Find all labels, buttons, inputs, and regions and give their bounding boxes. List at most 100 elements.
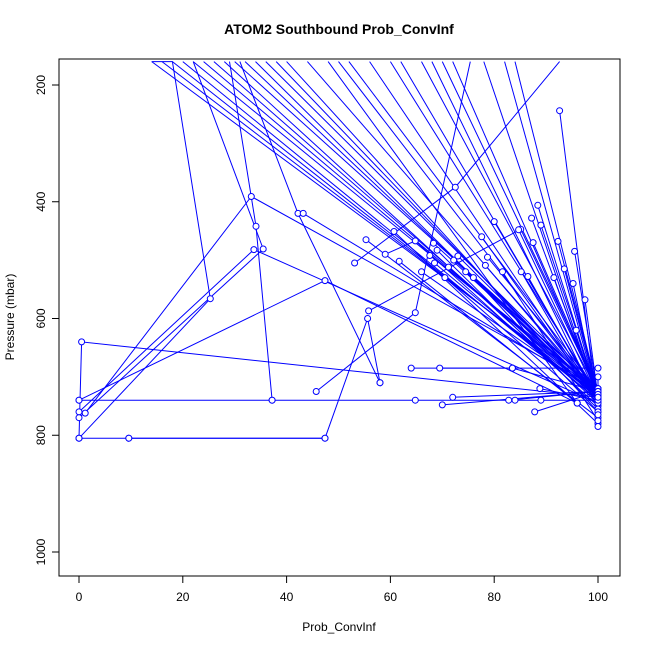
data-point [76, 409, 82, 415]
x-tick-label: 60 [384, 590, 398, 604]
data-point [437, 365, 443, 371]
profile-line-segment [442, 62, 598, 389]
data-point [452, 184, 458, 190]
data-point [525, 274, 531, 280]
data-point [439, 402, 445, 408]
data-point [573, 327, 579, 333]
y-tick-label: 600 [34, 308, 48, 328]
data-point [260, 246, 266, 252]
data-point [463, 269, 469, 275]
data-point [538, 222, 544, 228]
data-point [251, 247, 257, 253]
x-tick-label: 0 [76, 590, 83, 604]
y-tick-label: 1000 [34, 538, 48, 565]
data-point [442, 275, 448, 281]
data-point [396, 258, 402, 264]
data-point [412, 310, 418, 316]
data-point [595, 394, 601, 400]
profile-line [129, 319, 380, 439]
data-point [516, 227, 522, 233]
y-axis: 200 400 600 800 1000 [34, 75, 59, 566]
y-tick-label: 200 [34, 75, 48, 95]
data-point [382, 251, 388, 257]
data-point [432, 260, 438, 266]
data-point [408, 365, 414, 371]
data-point [551, 275, 557, 281]
profile-line [79, 62, 263, 418]
x-tick-label: 80 [488, 590, 502, 604]
data-point [363, 237, 369, 243]
data-point [582, 297, 588, 303]
data-point [491, 219, 497, 225]
data-point [79, 339, 85, 345]
data-point [313, 389, 319, 395]
data-point [530, 240, 536, 246]
x-tick-label: 100 [588, 590, 608, 604]
data-point [574, 400, 580, 406]
data-point [419, 269, 425, 275]
y-tick-label: 800 [34, 425, 48, 445]
y-axis-label: Pressure (mbar) [3, 274, 17, 361]
data-point [366, 308, 372, 314]
plot-lines [79, 62, 598, 439]
data-point [82, 410, 88, 416]
data-point [322, 435, 328, 441]
data-point [479, 234, 485, 240]
data-point [76, 397, 82, 403]
chart-title: ATOM2 Southbound Prob_ConvInf [224, 21, 454, 37]
data-point [300, 210, 306, 216]
plot-points [76, 108, 601, 442]
data-point [529, 215, 535, 221]
data-point [322, 278, 328, 284]
data-point [532, 409, 538, 415]
data-point [595, 418, 601, 424]
data-point [572, 248, 578, 254]
x-axis-label: Prob_ConvInf [302, 620, 376, 634]
data-point [427, 253, 433, 259]
data-point [253, 223, 259, 229]
data-point [391, 229, 397, 235]
data-point [207, 296, 213, 302]
data-point [537, 386, 543, 392]
data-point [431, 240, 437, 246]
profile-line [79, 62, 210, 439]
profile-line [79, 342, 598, 438]
data-point [482, 262, 488, 268]
y-tick-label: 400 [34, 191, 48, 211]
data-point [434, 247, 440, 253]
data-point [500, 269, 506, 275]
x-tick-label: 40 [280, 590, 294, 604]
data-point [509, 365, 515, 371]
data-point [595, 424, 601, 430]
data-point [269, 397, 275, 403]
data-point [512, 397, 518, 403]
profile-line [230, 62, 273, 401]
data-point [470, 275, 476, 281]
data-point [455, 253, 461, 259]
data-point [248, 194, 254, 200]
profile-line-segment [266, 62, 598, 392]
profile-line [453, 392, 598, 398]
data-point [377, 380, 383, 386]
x-tick-label: 20 [176, 590, 190, 604]
data-point [535, 202, 541, 208]
data-point [76, 415, 82, 421]
data-point [126, 435, 132, 441]
data-point [595, 365, 601, 371]
data-point [518, 269, 524, 275]
data-point [485, 254, 491, 260]
data-point [570, 281, 576, 287]
data-point [450, 394, 456, 400]
data-point [595, 374, 601, 380]
data-point [506, 397, 512, 403]
data-point [538, 397, 544, 403]
x-axis: 0 20 40 60 80 100 [76, 576, 609, 604]
data-point [365, 316, 371, 322]
profile-line [316, 62, 470, 392]
data-point [412, 238, 418, 244]
data-point [76, 435, 82, 441]
data-point [412, 397, 418, 403]
data-point [561, 266, 567, 272]
data-point [595, 412, 601, 418]
